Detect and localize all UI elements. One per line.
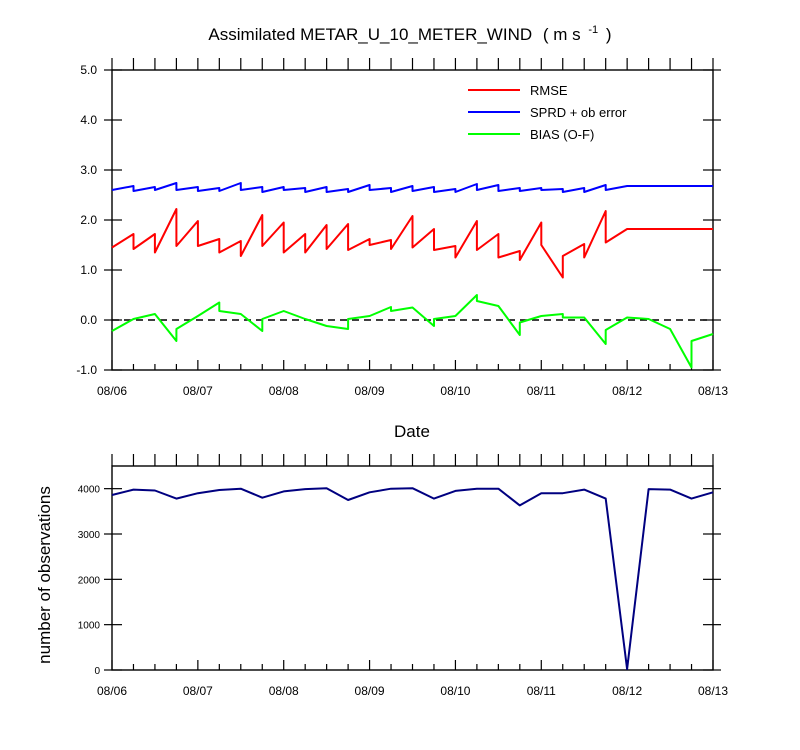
bottom-x-tick-label: 08/09 <box>355 684 385 698</box>
top-series-sprd-ob-error <box>111 182 713 193</box>
bottom-x-tick-label: 08/13 <box>698 684 728 698</box>
top-plot-area: 08/06 08/07 08/08 08/09 08/10 08/11 08/12 08/13… <box>76 58 728 398</box>
top-x-tick-label: 08/07 <box>183 384 213 398</box>
bottom-x-tick-label: 08/07 <box>183 684 213 698</box>
top-y-tick-label: 1.0 <box>80 263 97 277</box>
chart-title: Assimilated METAR_U_10_METER_WIND ( m s … <box>208 18 611 44</box>
legend-sprd-ob-error-label: SPRD + ob error <box>530 105 627 120</box>
chart-title-units-sup: -1 <box>588 24 598 36</box>
chart-title-main: Assimilated METAR_U_10_METER_WIND <box>208 25 532 44</box>
top-x-tick-label: 08/10 <box>440 384 470 398</box>
bottom-y-tick-label: 1000 <box>78 621 101 632</box>
top-x-tick-label: 08/09 <box>355 384 385 398</box>
top-x-tick-label: 08/11 <box>527 384 556 398</box>
bottom-y-tick-label: 4000 <box>78 485 101 496</box>
bottom-plot-area: 08/06 08/07 08/08 08/09 08/10 08/11 08/12 08/13… <box>78 454 728 698</box>
top-y-tick-label: 5.0 <box>80 63 97 77</box>
top-series-bias-o-f <box>111 294 714 369</box>
bottom-y-tick-label: 2000 <box>78 575 101 586</box>
legend-bias-o-f-label: BIAS (O-F) <box>530 127 594 142</box>
chart-title-units: ( m s <box>543 25 581 44</box>
legend-rmse-label: RMSE <box>530 83 568 98</box>
top-x-tick-label: 08/08 <box>269 384 299 398</box>
top-series-rmse <box>111 208 713 279</box>
bottom-y-tick-label: 3000 <box>78 530 101 541</box>
bottom-x-tick-label: 08/10 <box>440 684 470 698</box>
bottom-x-tick-label: 08/11 <box>527 684 556 698</box>
top-x-tick-label: 08/13 <box>698 384 728 398</box>
bottom-y-axis-title: number of observations <box>35 486 54 664</box>
bottom-x-tick-label: 08/08 <box>269 684 299 698</box>
top-y-tick-label: -1.0 <box>76 363 97 377</box>
bottom-y-tick-label: 0 <box>94 666 100 677</box>
legend: RMSE SPRD + ob error BIAS (O-F) <box>468 83 627 142</box>
bottom-x-tick-label: 08/06 <box>97 684 127 698</box>
top-x-tick-label: 08/06 <box>97 384 127 398</box>
top-y-tick-label: 2.0 <box>80 213 97 227</box>
top-y-tick-label: 0.0 <box>80 313 97 327</box>
top-x-tick-label: 08/12 <box>612 384 642 398</box>
bottom-x-tick-label: 08/12 <box>612 684 642 698</box>
top-y-tick-label: 3.0 <box>80 163 97 177</box>
top-x-axis-title: Date <box>394 422 430 441</box>
chart-title-units-close: ) <box>606 25 612 44</box>
bottom-series-observations <box>111 487 714 671</box>
top-y-tick-label: 4.0 <box>80 113 97 127</box>
